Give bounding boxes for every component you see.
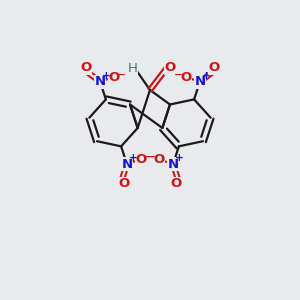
Text: +: + (128, 153, 137, 163)
Text: +: + (102, 71, 110, 81)
Text: −: − (147, 152, 156, 162)
Text: O: O (118, 177, 130, 190)
Text: O: O (170, 177, 182, 190)
Text: +: + (202, 71, 210, 81)
Text: O: O (80, 61, 92, 74)
Text: O: O (164, 61, 176, 74)
Text: N: N (168, 158, 179, 170)
Text: N: N (121, 158, 132, 170)
Text: O: O (109, 70, 120, 84)
Text: −: − (117, 70, 126, 80)
Text: +: + (175, 153, 184, 163)
Text: O: O (180, 70, 191, 84)
Text: N: N (194, 75, 206, 88)
Text: N: N (94, 75, 106, 88)
Text: O: O (153, 153, 164, 166)
Text: −: − (174, 70, 183, 80)
Text: O: O (208, 61, 220, 74)
Text: H: H (128, 62, 138, 76)
Text: −: − (144, 152, 153, 162)
Text: O: O (136, 153, 147, 166)
